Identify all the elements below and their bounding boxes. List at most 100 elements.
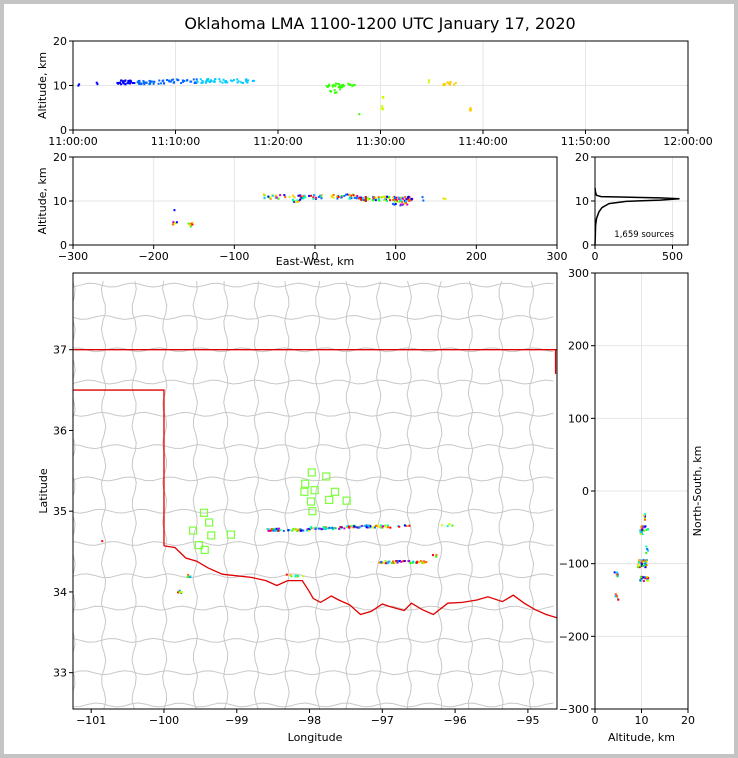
lma-station-marker (342, 496, 351, 505)
source-point (172, 221, 175, 224)
source-point (647, 579, 650, 582)
source-point (189, 222, 192, 225)
source-point (245, 79, 248, 82)
source-point (384, 198, 387, 201)
source-point (386, 524, 389, 527)
source-point (354, 195, 357, 198)
source-point (449, 80, 452, 83)
source-point (172, 223, 175, 226)
source-point (346, 525, 349, 528)
source-point (395, 559, 398, 562)
time-tick-label: 11:50:00 (561, 135, 610, 148)
source-point (196, 81, 199, 84)
source-point (240, 81, 243, 84)
source-point (323, 526, 326, 529)
source-point (642, 576, 645, 579)
source-point (383, 525, 386, 528)
ew-height-ylabel: Altitude, km (36, 167, 49, 234)
source-point (319, 194, 322, 197)
county-boundary (73, 314, 554, 320)
source-point (298, 529, 301, 532)
lon-tick-label: −98 (298, 714, 321, 727)
source-point (122, 82, 125, 85)
source-point (275, 529, 278, 532)
source-point (274, 196, 277, 199)
source-point (422, 562, 425, 565)
source-point (401, 201, 404, 204)
source-point (442, 197, 445, 200)
source-point (201, 80, 204, 83)
source-point (393, 562, 396, 565)
source-point (294, 200, 297, 203)
source-point (242, 81, 245, 84)
source-point (182, 80, 185, 83)
source-point (396, 196, 399, 199)
source-point (410, 197, 413, 200)
source-point (394, 203, 397, 206)
map-xlabel: Longitude (288, 731, 343, 744)
source-point (334, 85, 337, 88)
lon-tick-label: −97 (371, 714, 394, 727)
source-point (279, 529, 282, 532)
alt-tick-label: 10 (635, 714, 649, 727)
county-boundary (437, 280, 443, 709)
source-point (204, 80, 207, 83)
county-boundary (100, 280, 107, 709)
lon-tick-label: −101 (76, 714, 106, 727)
source-point (403, 559, 406, 562)
source-point (247, 79, 250, 82)
lma-station-marker (200, 545, 209, 555)
source-point (639, 532, 642, 535)
source-point (187, 573, 190, 576)
source-point (406, 196, 409, 199)
source-point (308, 529, 311, 532)
county-boundary (73, 637, 554, 643)
alt-tick-label: 0 (60, 239, 67, 252)
ns-tick-label: 300 (568, 267, 589, 280)
source-point (398, 196, 401, 199)
source-point (402, 203, 405, 206)
source-point (333, 91, 336, 94)
source-point (639, 579, 642, 582)
source-point (641, 560, 644, 563)
source-point (351, 524, 354, 527)
source-point (642, 559, 645, 562)
source-point (397, 197, 400, 200)
source-point (383, 195, 386, 198)
source-point (340, 196, 343, 199)
time-tick-label: 11:10:00 (151, 135, 200, 148)
source-point (328, 83, 331, 86)
source-point (334, 527, 337, 530)
source-point (204, 81, 207, 84)
source-point (320, 197, 323, 200)
source-point (447, 81, 450, 84)
source-point (188, 223, 191, 226)
source-point (644, 513, 647, 516)
source-point (345, 193, 348, 196)
source-point (404, 195, 407, 198)
source-point (122, 80, 125, 83)
source-point (645, 545, 648, 548)
source-point (421, 196, 424, 199)
count-tick-label: 0 (592, 250, 599, 263)
source-point (353, 196, 356, 199)
county-boundary (73, 702, 554, 708)
source-point (641, 528, 644, 531)
source-point (348, 197, 351, 200)
source-point (386, 195, 389, 198)
source-point (138, 81, 141, 84)
source-point (140, 83, 143, 86)
source-point (411, 561, 414, 564)
ew-tick-label: 100 (385, 250, 406, 263)
source-point (394, 200, 397, 203)
source-point (325, 85, 328, 88)
source-point (644, 566, 647, 569)
source-point (417, 561, 420, 564)
time-tick-label: 11:40:00 (458, 135, 507, 148)
source-point (127, 80, 130, 83)
source-point (352, 525, 355, 528)
source-point (133, 81, 136, 84)
source-point (349, 525, 352, 528)
time-tick-label: 11:30:00 (356, 135, 405, 148)
source-point (347, 525, 350, 528)
